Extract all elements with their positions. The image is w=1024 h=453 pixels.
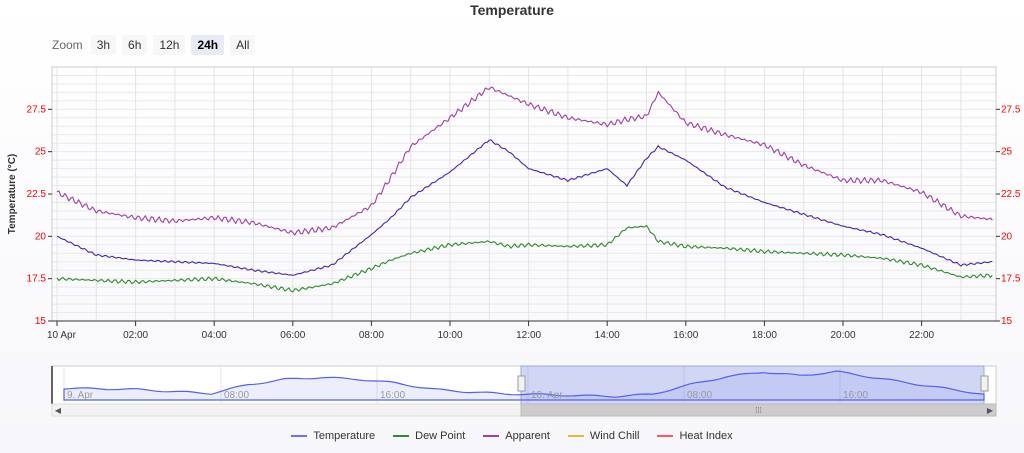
- y-tick-label-left: 20: [35, 231, 47, 242]
- y-tick-label-left: 17.5: [27, 274, 47, 285]
- legend-label: Heat Index: [679, 430, 733, 442]
- navigator-label: 16:00: [380, 390, 405, 401]
- x-tick-label: 10:00: [437, 330, 462, 341]
- zoom-label: Zoom: [52, 38, 83, 52]
- y-tick-label-left: 25: [35, 147, 47, 158]
- navigator-handle-left[interactable]: [517, 375, 526, 392]
- navigator-grid: [63, 366, 841, 404]
- legend-swatch: [657, 435, 674, 437]
- legend-swatch: [393, 435, 410, 437]
- navigator-label: 08:00: [687, 390, 712, 401]
- temperature-chart: 15 17.5 20 22.5 25 27.5 15 17.5 20 22.5 25 27.5 10…: [7, 66, 1021, 417]
- scroll-left-arrow-icon[interactable]: ◀: [55, 406, 62, 415]
- navigator-label: 16:00: [843, 390, 868, 401]
- legend-label: Apparent: [505, 430, 550, 442]
- navigator-label: 08:00: [224, 390, 249, 401]
- scrollbar-grip-icon: ⁞⁞⁞: [755, 406, 762, 415]
- y-tick-label-left: 22.5: [27, 189, 47, 200]
- navigator-series: [63, 370, 985, 401]
- zoom-bar: Zoom 3h 6h 12h 24h All: [52, 35, 256, 55]
- y-tick-label-left: 27.5: [27, 104, 47, 115]
- x-tick-label: 10 Apr: [47, 330, 77, 341]
- navigator-handle-right[interactable]: [980, 375, 989, 392]
- x-tick-label: 20:00: [830, 330, 855, 341]
- legend-label: Temperature: [313, 430, 376, 442]
- series-line-apparent: [56, 86, 993, 236]
- navigator-label: 9. Apr: [67, 390, 94, 401]
- legend-swatch: [291, 435, 308, 437]
- legend-item-wind-chill[interactable]: Wind Chill: [567, 430, 640, 442]
- y-tick-label-right: 15: [1001, 316, 1013, 327]
- zoom-3h-button[interactable]: 3h: [90, 35, 117, 55]
- x-tick-label: 08:00: [359, 330, 384, 341]
- x-axis: 10 Apr 02:00 04:00 06:00 08:00 10:00 12:00 14:0…: [47, 320, 996, 341]
- series-lines: [56, 86, 993, 293]
- navigator-labels: 9. Apr 08:00 16:00 10. Apr 08:00 16:00: [67, 390, 868, 401]
- y-tick-label-right: 22.5: [1001, 189, 1021, 200]
- scroll-right-arrow-icon[interactable]: ▶: [987, 406, 994, 415]
- legend-item-heat-index[interactable]: Heat Index: [657, 430, 733, 442]
- y-axis-left: 15 17.5 20 22.5 25 27.5: [27, 104, 52, 327]
- y-tick-label-right: 25: [1001, 147, 1013, 158]
- scrollbar-thumb[interactable]: [520, 403, 997, 417]
- y-axis-right: 15 17.5 20 22.5 25 27.5: [996, 104, 1021, 327]
- navigator: 9. Apr 08:00 16:00 10. Apr 08:00 16:00 ◀ ▶ ⁞⁞…: [51, 365, 997, 417]
- zoom-all-button[interactable]: All: [230, 35, 256, 55]
- x-tick-label: 02:00: [123, 330, 148, 341]
- x-tick-label: 16:00: [673, 330, 698, 341]
- y-tick-label-right: 17.5: [1001, 274, 1021, 285]
- legend: Temperature Dew Point Apparent Wind Chil…: [0, 430, 1024, 442]
- x-tick-label: 12:00: [516, 330, 541, 341]
- y-tick-label-right: 20: [1001, 231, 1013, 242]
- legend-label: Dew Point: [415, 430, 466, 442]
- legend-swatch: [483, 435, 500, 437]
- zoom-24h-button[interactable]: 24h: [191, 35, 225, 55]
- zoom-6h-button[interactable]: 6h: [122, 35, 148, 55]
- series-line-temperature: [56, 139, 993, 276]
- chart-grid: [52, 66, 996, 322]
- legend-label: Wind Chill: [589, 430, 640, 442]
- y-tick-label-right: 27.5: [1001, 104, 1021, 115]
- x-tick-label: 06:00: [280, 330, 305, 341]
- x-tick-label: 04:00: [202, 330, 227, 341]
- y-axis-title: Temperature (°C): [7, 154, 18, 235]
- x-tick-label: 18:00: [752, 330, 777, 341]
- x-tick-label: 14:00: [595, 330, 620, 341]
- legend-swatch: [567, 435, 584, 437]
- legend-item-temperature[interactable]: Temperature: [291, 430, 375, 442]
- legend-item-dew-point[interactable]: Dew Point: [393, 430, 465, 442]
- chart-title: Temperature: [470, 2, 554, 18]
- series-line-dew-point: [56, 224, 993, 293]
- legend-item-apparent[interactable]: Apparent: [483, 430, 550, 442]
- navigator-label: 10. Apr: [531, 390, 563, 401]
- y-tick-label-left: 15: [35, 316, 47, 327]
- x-tick-label: 22:00: [909, 330, 934, 341]
- zoom-12h-button[interactable]: 12h: [153, 35, 186, 55]
